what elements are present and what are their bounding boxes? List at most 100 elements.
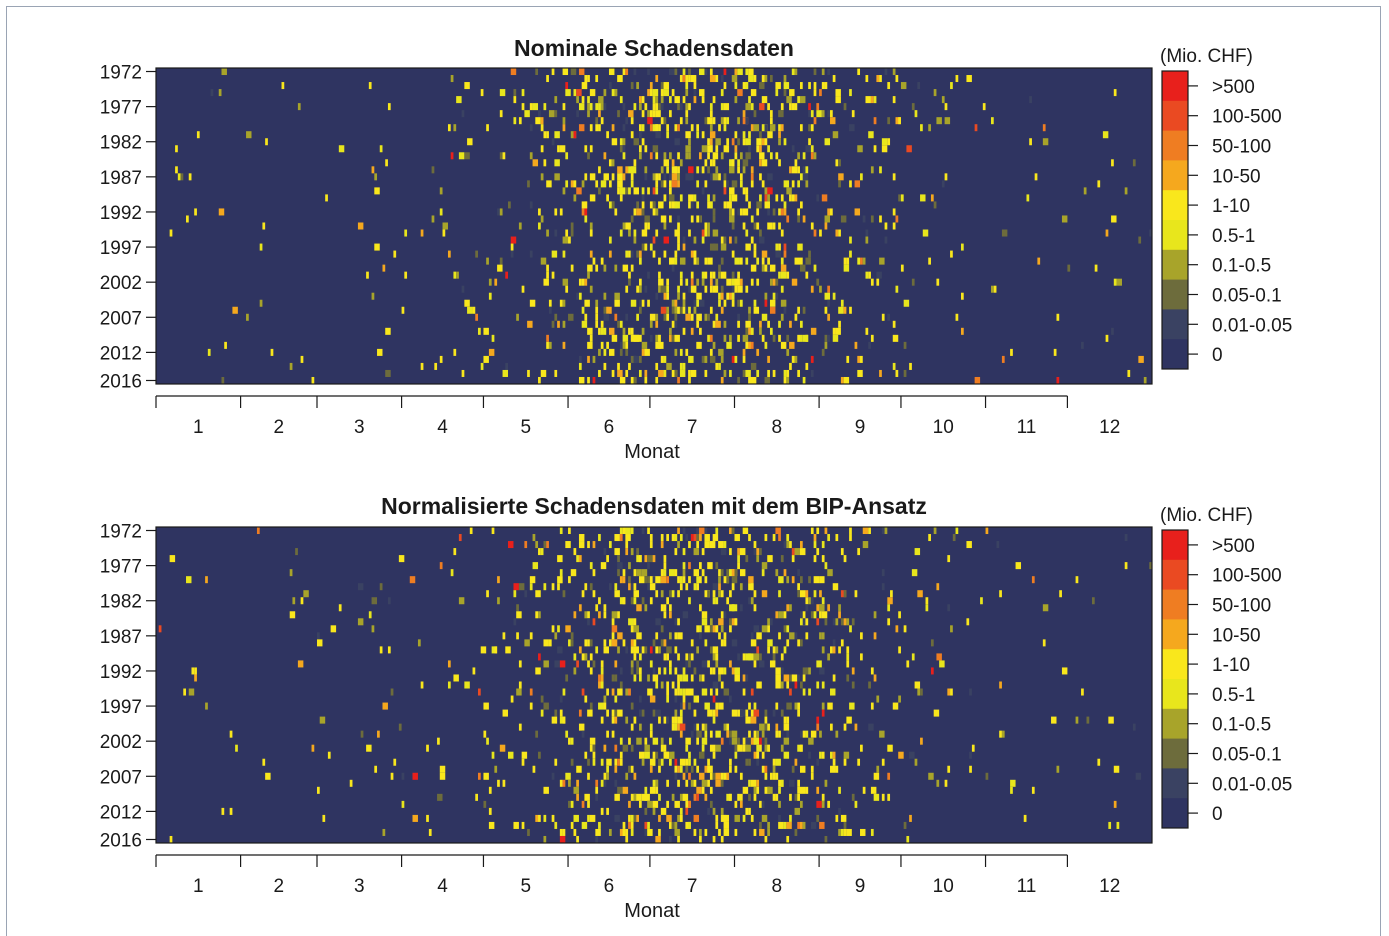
heatmap-cell: [720, 103, 724, 111]
heatmap-cell: [767, 320, 770, 328]
heatmap-cell: [759, 229, 762, 237]
heatmap-cell: [720, 152, 724, 160]
heatmap-cell: [685, 82, 689, 90]
heatmap-cell: [666, 814, 672, 822]
heatmap-cell: [739, 299, 743, 307]
heatmap-cell: [731, 138, 735, 146]
heatmap-cell: [720, 625, 724, 633]
heatmap-cell: [794, 828, 798, 836]
heatmap-cell: [669, 180, 672, 188]
heatmap-cell: [786, 96, 792, 104]
heatmap-cell: [1138, 355, 1144, 363]
heatmap-cell: [450, 152, 454, 160]
heatmap-cell: [832, 758, 836, 766]
heatmap-cell: [679, 730, 683, 738]
heatmap-cell: [789, 166, 792, 174]
heatmap-cell: [884, 236, 888, 244]
heatmap-cell: [693, 306, 697, 314]
heatmap-cell: [802, 306, 806, 314]
heatmap-cell: [892, 96, 896, 104]
heatmap-cell: [576, 89, 582, 97]
heatmap-cell: [764, 292, 768, 300]
heatmap-cell: [669, 187, 672, 195]
heatmap-cell: [898, 751, 904, 759]
heatmap-cell: [636, 814, 639, 822]
x-tick-label: 2: [274, 876, 285, 897]
heatmap-cell: [521, 103, 525, 111]
heatmap-cell: [660, 758, 664, 766]
x-tick-label: 6: [604, 876, 615, 897]
heatmap-cell: [734, 152, 738, 160]
heatmap-cell: [625, 534, 631, 542]
heatmap-cell: [447, 124, 451, 132]
heatmap-cell: [622, 124, 626, 132]
heatmap-cell: [543, 159, 547, 167]
heatmap-cell: [401, 772, 405, 780]
heatmap-cell: [573, 667, 577, 675]
heatmap-cell: [911, 103, 915, 111]
heatmap-cell: [655, 89, 659, 97]
heatmap-cell: [802, 166, 806, 174]
heatmap-cell: [709, 103, 713, 111]
heatmap-cell: [559, 569, 563, 577]
heatmap-cell: [966, 75, 972, 83]
heatmap-cell: [808, 124, 811, 132]
heatmap-cell: [398, 555, 405, 563]
heatmap-cell: [830, 751, 833, 759]
heatmap-cell: [538, 611, 541, 619]
heatmap-cell: [786, 348, 790, 356]
heatmap-cell: [704, 145, 708, 153]
heatmap-cell: [742, 222, 746, 230]
heatmap-cell: [652, 758, 656, 766]
heatmap-cell: [720, 271, 727, 279]
heatmap-cell: [745, 807, 749, 815]
heatmap-cell: [699, 299, 705, 307]
heatmap-cell: [720, 835, 724, 843]
heatmap-cell: [578, 376, 585, 384]
heatmap-cell: [783, 208, 787, 216]
heatmap-cell: [685, 765, 689, 773]
heatmap-cell: [598, 611, 601, 619]
heatmap-cell: [600, 681, 604, 689]
heatmap-cell: [737, 737, 740, 745]
heatmap-cell: [933, 709, 940, 717]
heatmap-cell: [756, 751, 760, 759]
heatmap-cell: [562, 688, 566, 696]
heatmap-cell: [644, 145, 648, 153]
heatmap-cell: [300, 597, 304, 605]
heatmap-cell: [734, 800, 738, 808]
heatmap-cell: [802, 618, 806, 626]
heatmap-cell: [1059, 590, 1062, 598]
heatmap-cell: [540, 369, 547, 377]
heatmap-cell: [480, 362, 484, 370]
heatmap-cell: [677, 236, 680, 244]
heatmap-cell: [750, 124, 754, 132]
heatmap-cell: [936, 779, 940, 787]
heatmap-cell: [914, 548, 921, 556]
heatmap-cell: [819, 590, 822, 598]
heatmap-cell: [780, 229, 784, 237]
heatmap-cell: [677, 527, 680, 535]
heatmap-cell: [570, 758, 574, 766]
heatmap-cell: [769, 264, 776, 272]
heatmap-cell: [860, 744, 863, 752]
heatmap-cells: [156, 68, 1152, 384]
heatmap-cell: [799, 124, 803, 132]
heatmap-cell: [895, 625, 899, 633]
heatmap-cell: [720, 285, 724, 293]
heatmap-cell: [786, 604, 790, 612]
heatmap-cell: [911, 569, 918, 577]
heatmap-cell: [789, 814, 792, 822]
heatmap-cell: [655, 208, 659, 216]
heatmap-cell: [723, 124, 727, 132]
heatmap-cell: [535, 590, 541, 598]
heatmap-cell: [783, 723, 790, 731]
heatmap-cell: [791, 166, 798, 174]
heatmap-cell: [658, 758, 661, 766]
heatmap-cell: [846, 618, 850, 626]
heatmap-cell: [685, 306, 689, 314]
heatmap-cell: [827, 569, 833, 577]
heatmap-cell: [630, 667, 634, 675]
heatmap-cell: [617, 555, 620, 563]
heatmap-cell: [546, 334, 549, 342]
